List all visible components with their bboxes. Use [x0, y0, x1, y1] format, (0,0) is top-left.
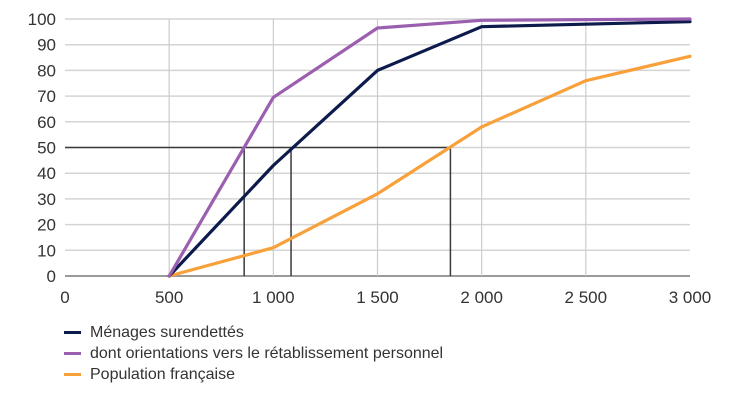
legend-item-retablissement-personnel: dont orientations vers le rétablissement… [64, 343, 443, 364]
y-tick-label: 100 [28, 10, 56, 29]
x-tick-label: 500 [155, 288, 183, 307]
x-tick-label: 2 000 [460, 288, 503, 307]
reference-lines [65, 146, 452, 276]
legend-swatch-purple [64, 352, 81, 355]
y-tick-label: 70 [37, 87, 56, 106]
y-tick-label: 10 [37, 241, 56, 260]
y-tick-label: 0 [47, 267, 56, 286]
series-line [167, 17, 692, 278]
x-tick-label: 0 [60, 288, 69, 307]
series-line [167, 20, 692, 278]
legend-swatch-orange [64, 373, 81, 376]
y-tick-label: 50 [37, 139, 56, 158]
legend-label: dont orientations vers le rétablissement… [90, 344, 444, 362]
legend: Ménages surendettés dont orientations ve… [64, 322, 443, 385]
x-tick-label: 1 500 [356, 288, 399, 307]
y-tick-label: 20 [37, 216, 56, 235]
legend-label: Population française [90, 365, 235, 383]
y-tick-label: 40 [37, 164, 56, 183]
x-tick-label: 1 000 [252, 288, 295, 307]
x-tick-label: 2 500 [565, 288, 608, 307]
x-axis-tick-labels: 0 500 1 000 1 500 2 000 2 500 3 000 [60, 288, 711, 307]
x-tick-label: 3 000 [669, 288, 712, 307]
y-tick-label: 60 [37, 113, 56, 132]
legend-item-population-francaise: Population française [64, 364, 443, 385]
y-axis-tick-labels: 0 10 20 30 40 50 60 70 80 90 100 [28, 10, 56, 286]
series-line [167, 54, 692, 278]
line-chart: 0 10 20 30 40 50 60 70 80 90 100 0 500 1 000 1 500 2 0… [28, 10, 712, 307]
legend-item-menages-surendettes: Ménages surendettés [64, 322, 443, 343]
y-tick-label: 80 [37, 61, 56, 80]
y-tick-label: 90 [37, 36, 56, 55]
legend-label: Ménages surendettés [90, 323, 244, 341]
y-tick-label: 30 [37, 190, 56, 209]
series-lines [167, 17, 692, 278]
legend-swatch-navy [64, 331, 81, 334]
